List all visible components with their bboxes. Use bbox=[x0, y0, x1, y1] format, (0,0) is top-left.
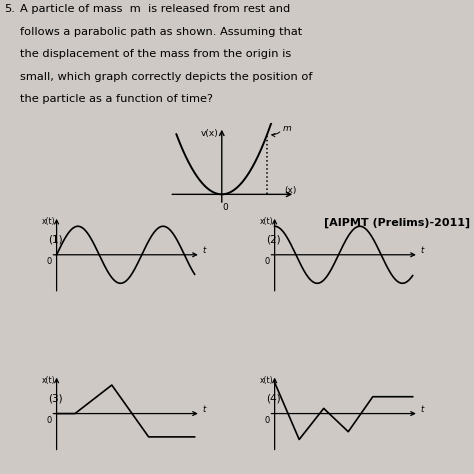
Text: t: t bbox=[202, 246, 206, 255]
Text: follows a parabolic path as shown. Assuming that: follows a parabolic path as shown. Assum… bbox=[20, 27, 302, 36]
Text: t: t bbox=[420, 246, 424, 255]
Text: (4): (4) bbox=[266, 393, 281, 403]
Text: (x): (x) bbox=[284, 186, 297, 195]
Text: 0: 0 bbox=[265, 416, 270, 425]
Text: (2): (2) bbox=[266, 234, 281, 244]
Text: x(t): x(t) bbox=[259, 217, 273, 226]
Text: 0: 0 bbox=[47, 416, 52, 425]
Text: the particle as a function of time?: the particle as a function of time? bbox=[20, 94, 213, 104]
Text: x(t): x(t) bbox=[41, 217, 55, 226]
Text: t: t bbox=[420, 405, 424, 414]
Text: x(t): x(t) bbox=[259, 376, 273, 385]
Text: small, which graph correctly depicts the position of: small, which graph correctly depicts the… bbox=[20, 72, 312, 82]
Text: (3): (3) bbox=[48, 393, 63, 403]
Text: x(t): x(t) bbox=[41, 376, 55, 385]
Text: v(x): v(x) bbox=[201, 128, 219, 137]
Text: the displacement of the mass from the origin is: the displacement of the mass from the or… bbox=[20, 49, 291, 59]
Text: [AIPMT (Prelims)-2011]: [AIPMT (Prelims)-2011] bbox=[324, 218, 470, 228]
Text: 0: 0 bbox=[222, 203, 228, 212]
Text: t: t bbox=[202, 405, 206, 414]
Text: 5.: 5. bbox=[4, 4, 15, 14]
Text: A particle of mass  m  is released from rest and: A particle of mass m is released from re… bbox=[20, 4, 290, 14]
Text: (1): (1) bbox=[48, 234, 63, 244]
Text: 0: 0 bbox=[265, 257, 270, 266]
Text: m: m bbox=[283, 125, 292, 133]
Text: 0: 0 bbox=[47, 257, 52, 266]
